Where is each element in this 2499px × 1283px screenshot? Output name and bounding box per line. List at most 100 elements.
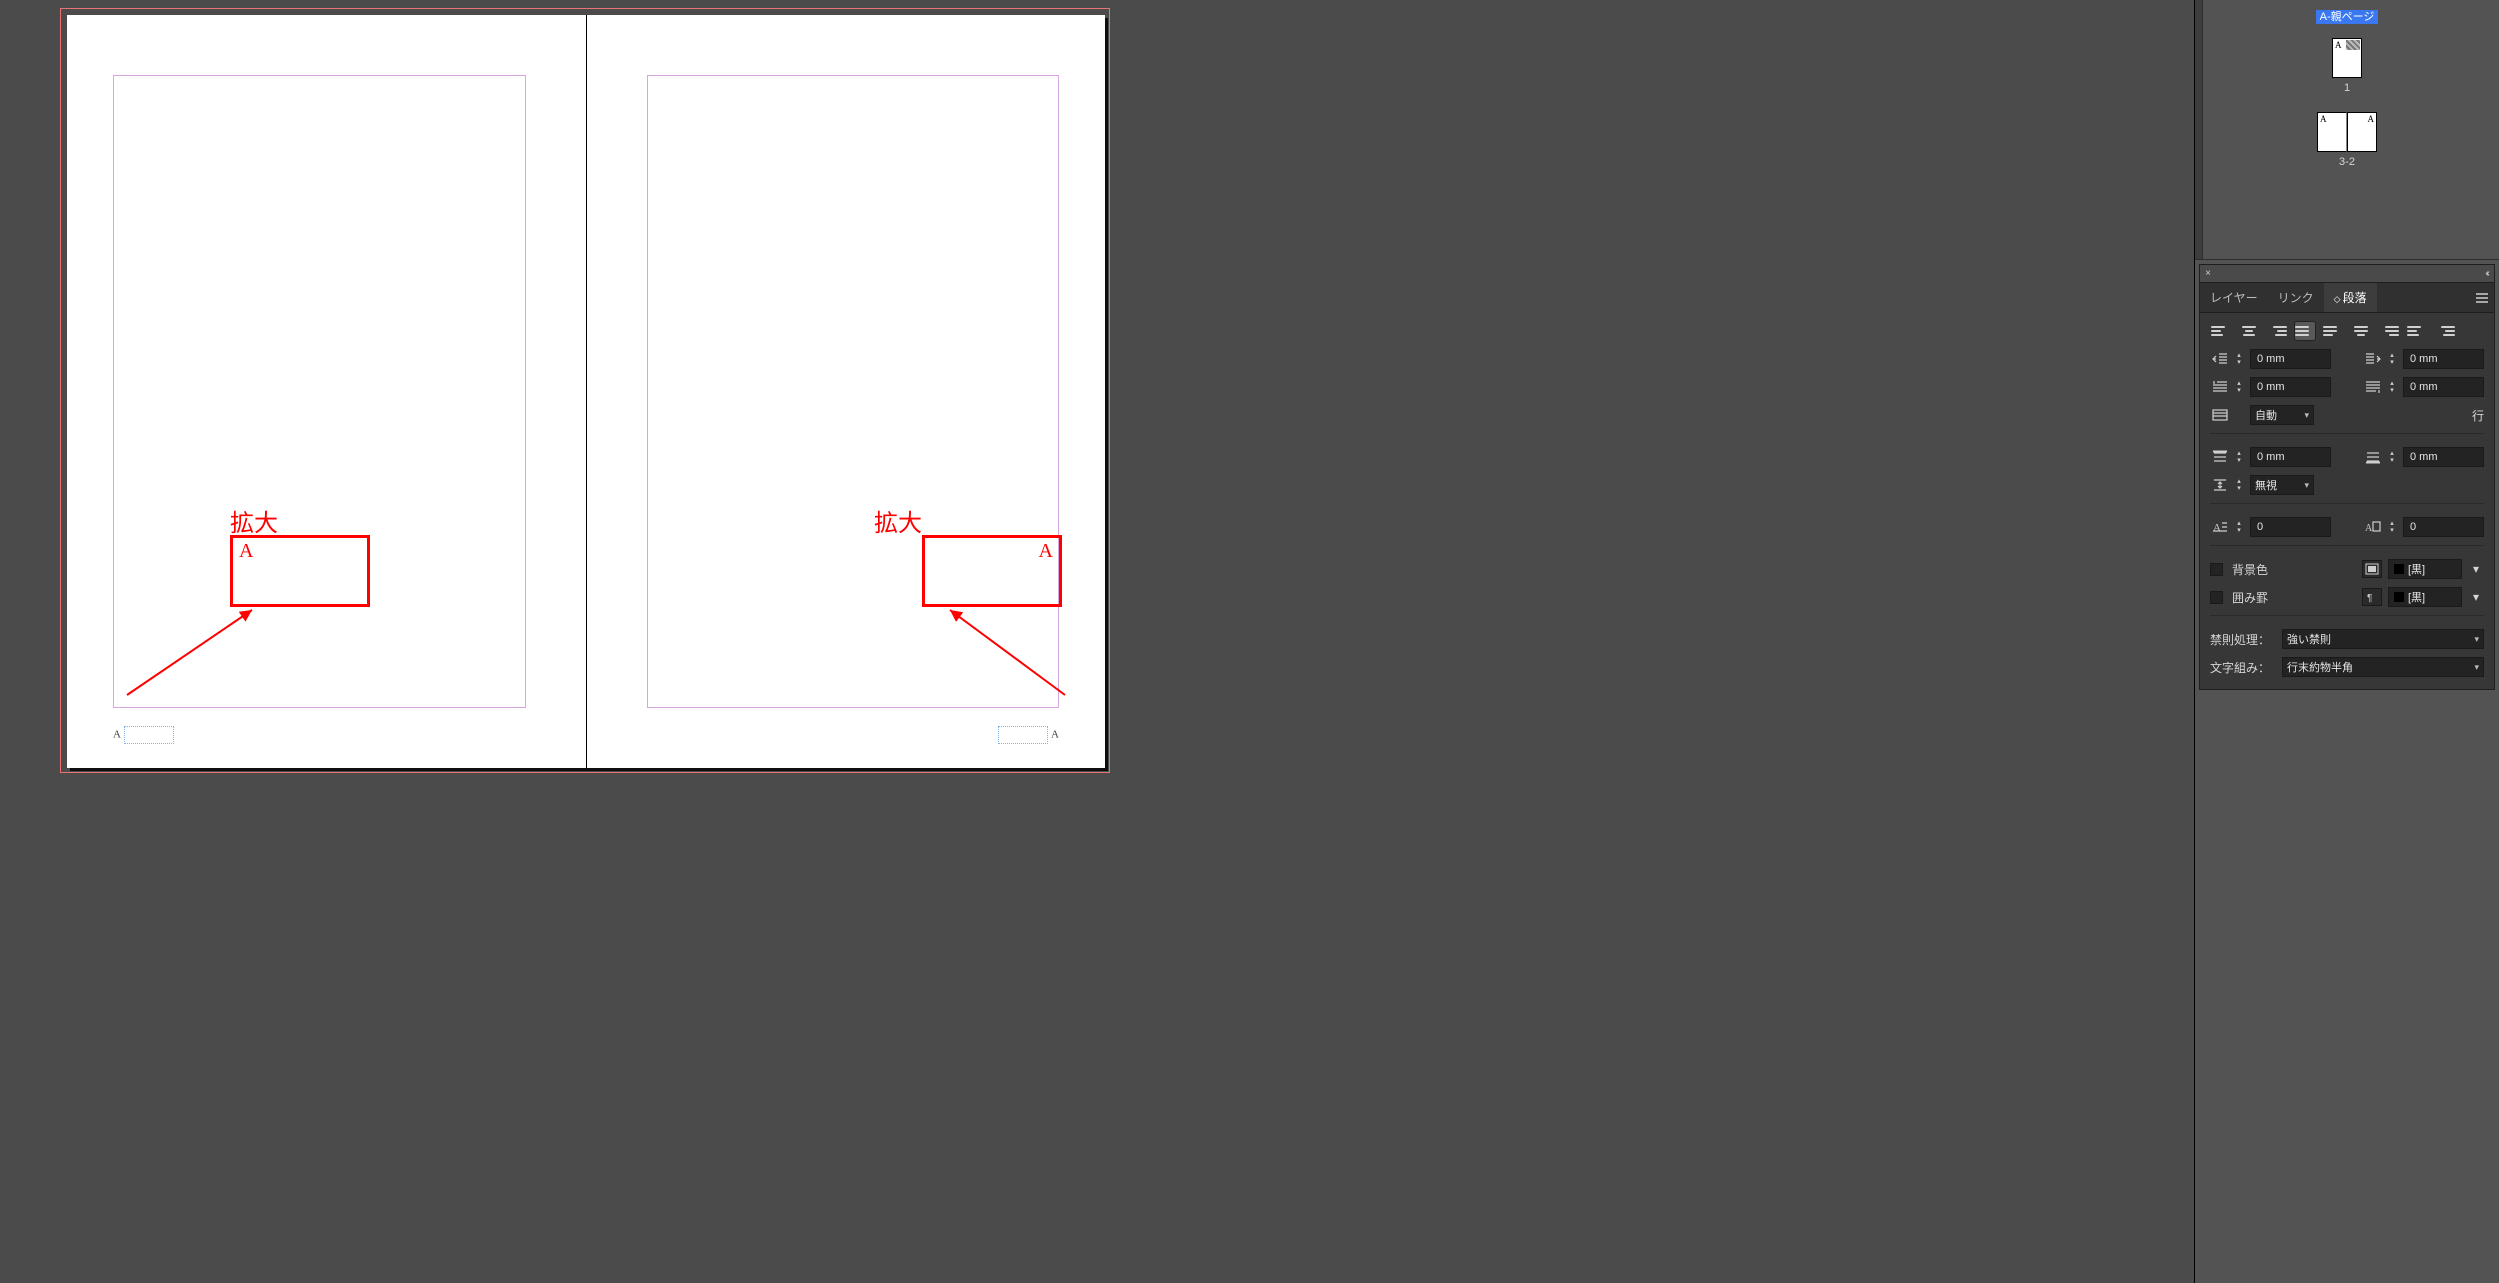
annotation-label: 拡大 [874,503,922,538]
master-marker: A [2320,114,2327,124]
mojikumi-select[interactable]: 行末約物半角▾ [2282,657,2484,677]
document-workspace[interactable]: 拡大 A A 拡大 A [0,0,2194,1283]
border-checkbox[interactable] [2210,591,2223,604]
stepper[interactable]: ▴▾ [2387,450,2397,464]
page-number-marker: A [113,726,177,744]
close-icon[interactable]: × [2200,268,2216,279]
collapse-icon[interactable]: ‹‹ [2479,268,2494,279]
page-thumb[interactable]: A [2347,112,2377,152]
drop-cap-lines-icon: A [2210,518,2230,536]
stepper[interactable]: ▴▾ [2387,352,2397,366]
drop-cap-chars-field[interactable] [2403,517,2484,537]
align-right[interactable] [2266,321,2288,341]
master-marker: A [2335,40,2342,50]
stepper[interactable]: ▴▾ [2234,352,2244,366]
panel-body: ▴▾ ▴▾ ▴▾ ▴▾ [2200,313,2494,689]
space-before-field[interactable] [2250,447,2331,467]
mojikumi-row: 文字組み： 行末約物半角▾ [2210,657,2484,677]
tab-paragraph[interactable]: ◇段落 [2324,283,2377,312]
align-justify-full[interactable] [2294,321,2316,341]
stepper[interactable]: ▴▾ [2387,520,2397,534]
indent-left-field[interactable] [2250,349,2331,369]
side-panel-column: A-親ページ A 1 A A 3-2 [2194,0,2499,1283]
grid-align-icon [2210,406,2230,424]
drop-cap-lines-field[interactable] [2250,517,2331,537]
dropdown-icon[interactable]: ▾ [2468,562,2484,576]
shading-row: 背景色 [黒] ▾ [2210,559,2484,579]
annotation-label: 拡大 [230,503,278,538]
stepper[interactable]: ▴▾ [2234,450,2244,464]
master-page-row[interactable]: A-親ページ [2195,8,2499,24]
border-label: 囲み罫 [2232,589,2268,606]
pages-panel: A-親ページ A 1 A A 3-2 [2195,0,2499,260]
space-after-field[interactable] [2403,447,2484,467]
indent-row-2: ▴▾ ▴▾ [2210,377,2484,397]
last-line-indent-field[interactable] [2403,377,2484,397]
page-left[interactable]: 拡大 A A [67,15,587,768]
kinsoku-row: 禁則処理： 強い禁則▾ [2210,629,2484,649]
grid-unit-label: 行 [2472,407,2484,424]
space-after-icon [2363,448,2383,466]
margin-guide [647,75,1060,708]
shading-checkbox[interactable] [2210,563,2223,576]
indent-row-1: ▴▾ ▴▾ [2210,349,2484,369]
page-right[interactable]: 拡大 A A [587,15,1106,768]
page-thumb[interactable]: A [2317,112,2347,152]
align-justify-right[interactable] [2378,321,2400,341]
shading-label: 背景色 [2232,561,2268,578]
border-color-select[interactable]: [黒] [2388,587,2462,607]
stepper[interactable]: ▴▾ [2234,380,2244,394]
space-between-row: ▴▾ 無視▾ [2210,475,2484,495]
align-away-spine[interactable] [2434,321,2456,341]
page-thumb[interactable]: A [2332,38,2362,78]
stepper[interactable]: ▴▾ [2234,478,2244,492]
panel-scroll-track[interactable] [2195,0,2203,259]
align-center[interactable] [2238,321,2260,341]
align-towards-spine[interactable] [2406,321,2428,341]
dropdown-icon[interactable]: ▾ [2468,590,2484,604]
border-swatch-icon[interactable]: ¶ [2362,588,2382,606]
master-marker: A [2368,114,2375,124]
disclosure-icon: ◇ [2334,294,2341,304]
svg-text:A: A [2213,522,2221,534]
space-row: ▴▾ ▴▾ [2210,447,2484,467]
page-thumb-caption: 3-2 [2339,156,2355,168]
kinsoku-select[interactable]: 強い禁則▾ [2282,629,2484,649]
tab-links[interactable]: リンク [2268,283,2324,312]
stepper[interactable]: ▴▾ [2234,520,2244,534]
page-thumbnails: A 1 A A 3-2 [2195,38,2499,168]
page-thumb-spread[interactable]: A A 3-2 [2317,112,2377,168]
drop-cap-chars-icon: A [2363,518,2383,536]
alignment-buttons [2210,321,2484,341]
panel-menu-icon[interactable] [2470,283,2494,312]
page-number-marker: A [995,726,1059,744]
paragraph-panel: × ‹‹ レイヤー リンク ◇段落 ▴▾ [2199,264,2495,690]
indent-right-field[interactable] [2403,349,2484,369]
master-page-label[interactable]: A-親ページ [2316,10,2379,24]
last-line-indent-icon [2363,378,2383,396]
shading-color-select[interactable]: [黒] [2388,559,2462,579]
annotation-arrow [920,595,1070,705]
annotation-zoom-box: A [230,535,370,607]
space-between-icon [2210,476,2230,494]
tab-layers[interactable]: レイヤー [2200,283,2268,312]
first-line-indent-field[interactable] [2250,377,2331,397]
align-left[interactable] [2210,321,2232,341]
page-thumb-1[interactable]: A 1 [2332,38,2362,94]
align-justify-left[interactable] [2322,321,2344,341]
indent-left-icon [2210,350,2230,368]
annotation-marker: A [239,540,253,562]
shading-swatch-icon[interactable] [2362,560,2382,578]
grid-align-select[interactable]: 自動▾ [2250,405,2314,425]
annotation-zoom-box: A [922,535,1062,607]
space-between-select[interactable]: 無視▾ [2250,475,2314,495]
mojikumi-label: 文字組み： [2210,659,2276,676]
page-thumb-caption: 1 [2344,82,2350,94]
align-justify-center[interactable] [2350,321,2372,341]
grid-align-row: 自動▾ 行 [2210,405,2484,425]
annotation-marker: A [1039,540,1053,562]
margin-guide [113,75,526,708]
page-thumb-preview [2346,40,2360,50]
svg-text:¶: ¶ [2367,593,2372,603]
stepper[interactable]: ▴▾ [2387,380,2397,394]
